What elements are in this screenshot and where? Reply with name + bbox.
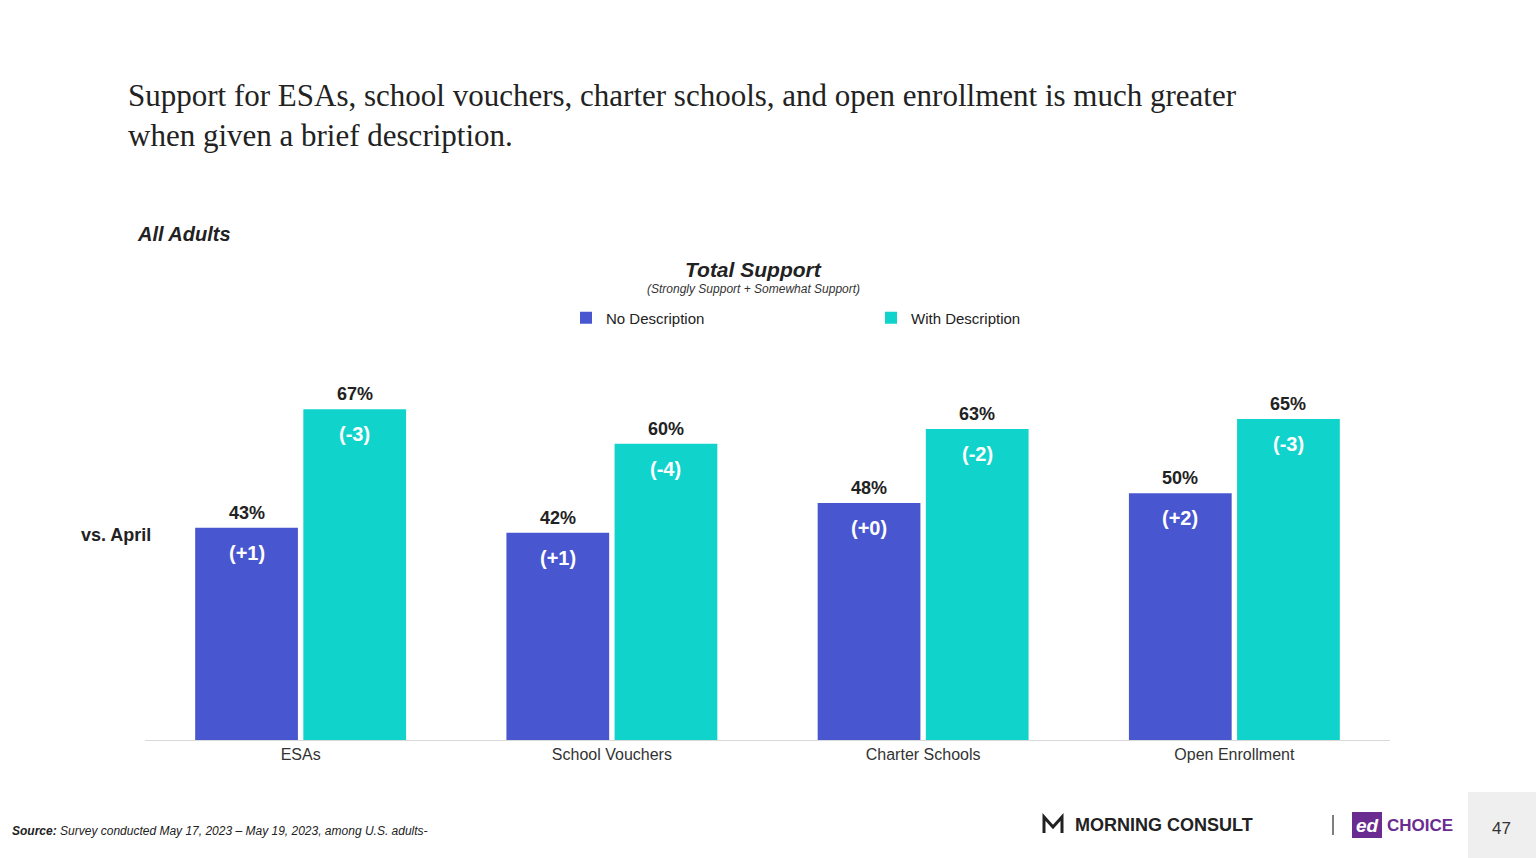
svg-text:(Strongly Support + Somewhat S: (Strongly Support + Somewhat Support) xyxy=(647,282,860,296)
svg-text:Total Support: Total Support xyxy=(685,258,822,281)
svg-text:48%: 48% xyxy=(851,478,887,498)
svg-text:63%: 63% xyxy=(959,404,995,424)
svg-text:(+2): (+2) xyxy=(1162,507,1198,529)
svg-text:No Description: No Description xyxy=(606,310,704,327)
svg-text:CHOICE: CHOICE xyxy=(1387,816,1453,835)
svg-text:(-3): (-3) xyxy=(1273,433,1304,455)
svg-text:60%: 60% xyxy=(648,419,684,439)
svg-text:Open Enrollment: Open Enrollment xyxy=(1174,746,1295,763)
svg-text:50%: 50% xyxy=(1162,468,1198,488)
svg-text:67%: 67% xyxy=(337,384,373,404)
svg-text:43%: 43% xyxy=(229,503,265,523)
svg-text:47: 47 xyxy=(1492,819,1511,838)
svg-text:(+1): (+1) xyxy=(229,542,265,564)
svg-text:Support for ESAs, school vouch: Support for ESAs, school vouchers, chart… xyxy=(128,78,1237,153)
svg-text:Charter Schools: Charter Schools xyxy=(866,746,981,763)
svg-text:With Description: With Description xyxy=(911,310,1020,327)
svg-text:ed: ed xyxy=(1356,815,1379,836)
svg-text:All Adults: All Adults xyxy=(137,223,231,245)
svg-text:(-4): (-4) xyxy=(650,458,681,480)
svg-text:vs. April: vs. April xyxy=(81,525,151,545)
svg-text:ESAs: ESAs xyxy=(281,746,321,763)
svg-text:42%: 42% xyxy=(540,508,576,528)
svg-text:65%: 65% xyxy=(1270,394,1306,414)
svg-text:School Vouchers: School Vouchers xyxy=(552,746,672,763)
svg-text:(-3): (-3) xyxy=(339,423,370,445)
svg-text:(-2): (-2) xyxy=(962,443,993,465)
svg-text:MORNING CONSULT: MORNING CONSULT xyxy=(1075,815,1253,835)
svg-text:Source: Survey conducted May 1: Source: Survey conducted May 17, 2023 – … xyxy=(12,824,428,838)
svg-text:(+0): (+0) xyxy=(851,517,887,539)
svg-text:(+1): (+1) xyxy=(540,547,576,569)
